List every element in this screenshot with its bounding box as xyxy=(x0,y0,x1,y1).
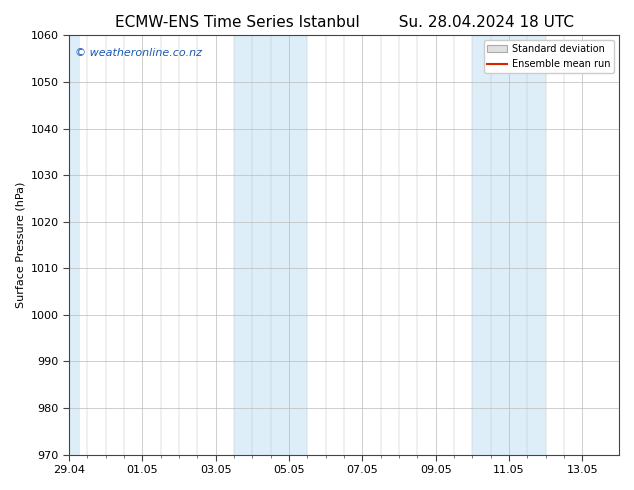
Legend: Standard deviation, Ensemble mean run: Standard deviation, Ensemble mean run xyxy=(484,40,614,73)
Text: © weatheronline.co.nz: © weatheronline.co.nz xyxy=(75,48,202,58)
Bar xyxy=(69,35,80,455)
Title: ECMW-ENS Time Series Istanbul        Su. 28.04.2024 18 UTC: ECMW-ENS Time Series Istanbul Su. 28.04.… xyxy=(115,15,574,30)
Bar xyxy=(234,35,307,455)
Y-axis label: Surface Pressure (hPa): Surface Pressure (hPa) xyxy=(15,182,25,308)
Bar xyxy=(472,35,546,455)
